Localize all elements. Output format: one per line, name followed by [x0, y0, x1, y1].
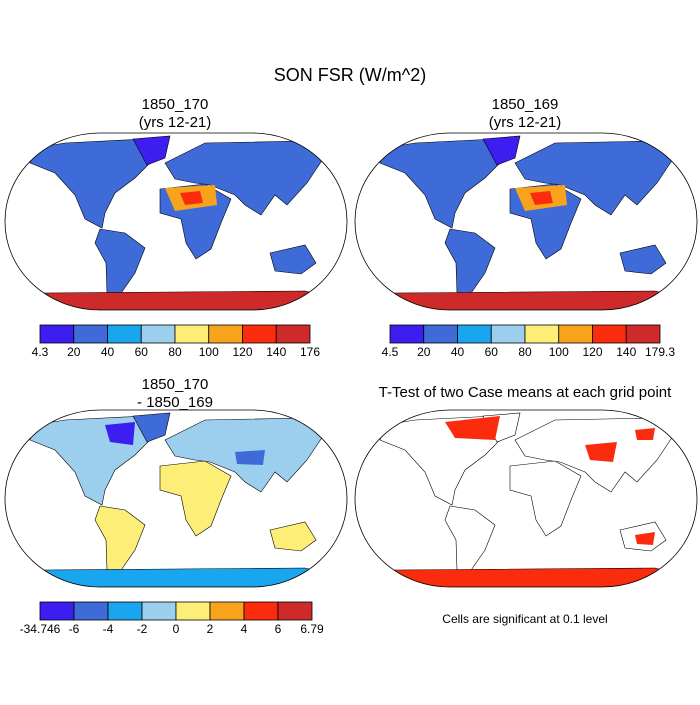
map	[4, 132, 348, 311]
colorbar-label: 60	[485, 345, 499, 359]
colorbar-label: 6	[275, 622, 282, 636]
colorbar-box	[490, 324, 526, 344]
panel-title: T-Test of two Case means at each grid po…	[379, 384, 672, 401]
map	[354, 409, 698, 588]
colorbar-label: 140	[616, 345, 636, 359]
colorbar-label: 4.5	[382, 345, 399, 359]
colorbar-label: 40	[101, 345, 115, 359]
colorbar-box	[175, 601, 211, 621]
colorbar-box	[524, 324, 560, 344]
colorbar-box	[457, 324, 492, 344]
colorbar-box	[107, 601, 143, 621]
colorbar-label: 140	[266, 345, 286, 359]
colorbar-box	[107, 324, 142, 344]
panel-title: 1850_170	[142, 376, 209, 393]
colorbar-label: -2	[137, 622, 148, 636]
map	[4, 409, 348, 588]
colorbar-label: -4	[103, 622, 114, 636]
colorbar-box	[140, 324, 176, 344]
colorbar-box	[174, 324, 210, 344]
panel-title: - 1850_169	[137, 394, 213, 411]
colorbar-box	[423, 324, 458, 344]
colorbar-label: 6.79	[300, 622, 324, 636]
panel-title: 1850_170	[142, 96, 209, 113]
colorbar-label: 80	[168, 345, 182, 359]
colorbar-label: 60	[135, 345, 149, 359]
colorbar-label: 0	[173, 622, 180, 636]
colorbar-label: 4	[241, 622, 248, 636]
colorbar-box	[625, 324, 661, 344]
colorbar-box	[277, 601, 313, 621]
colorbar-label: 2	[207, 622, 214, 636]
colorbar-box	[39, 601, 75, 621]
figure-title: SON FSR (W/m^2)	[274, 65, 426, 85]
colorbar-label: 176	[300, 345, 320, 359]
colorbar-label: 100	[549, 345, 569, 359]
colorbar-box	[558, 324, 593, 344]
colorbar-label: 20	[417, 345, 431, 359]
note: Cells are significant at 0.1 level	[442, 612, 607, 626]
colorbar-box	[389, 324, 425, 344]
colorbar-label: 120	[582, 345, 602, 359]
colorbar-box	[73, 324, 108, 344]
colorbar-label: 80	[518, 345, 532, 359]
colorbar-box	[592, 324, 627, 344]
colorbar-box	[208, 324, 243, 344]
colorbar-box	[141, 601, 177, 621]
colorbar-box	[209, 601, 245, 621]
colorbar-label: -6	[69, 622, 80, 636]
map	[354, 132, 698, 311]
colorbar-label: 4.3	[32, 345, 49, 359]
colorbar-label: 20	[67, 345, 81, 359]
colorbar-label: -34.746	[20, 622, 61, 636]
colorbar-label: 100	[199, 345, 219, 359]
colorbar-box	[243, 601, 279, 621]
panel-title: (yrs 12-21)	[139, 114, 212, 131]
colorbar-label: 179.3	[645, 345, 675, 359]
colorbar-box	[39, 324, 75, 344]
colorbar-box	[242, 324, 277, 344]
colorbar-box	[275, 324, 311, 344]
colorbar-label: 120	[232, 345, 252, 359]
colorbar-label: 40	[451, 345, 465, 359]
colorbar-box	[73, 601, 109, 621]
panel-title: (yrs 12-21)	[489, 114, 562, 131]
panel-title: 1850_169	[492, 96, 559, 113]
